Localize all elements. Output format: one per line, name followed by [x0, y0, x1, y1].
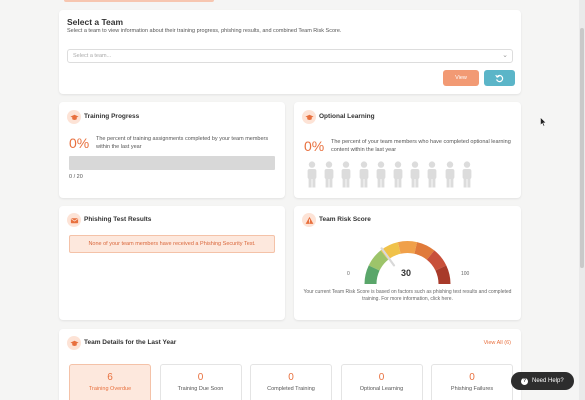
team-details-title: Team Details for the Last Year [84, 339, 177, 346]
team-stat-box[interactable]: 0 Optional Learning [340, 364, 423, 400]
gauge-segment [414, 242, 435, 260]
gauge-segment [364, 265, 380, 284]
team-stat-box[interactable]: 0 Phishing Failures [431, 364, 513, 400]
team-stat-value: 0 [197, 372, 204, 383]
person-icon [392, 161, 404, 188]
top-accent-strip [64, 0, 214, 2]
person-icon [444, 161, 456, 188]
graduation-cap-icon [67, 110, 81, 124]
view-button-label: View [455, 75, 467, 81]
person-icon [358, 161, 370, 188]
page-scrollbar[interactable] [579, 0, 585, 400]
team-stat-value: 0 [288, 372, 294, 383]
gauge-max-label: 100 [461, 271, 470, 277]
person-icon [461, 161, 473, 188]
team-stat-label: Completed Training [267, 386, 315, 392]
risk-gauge [364, 241, 451, 284]
gauge-needle [380, 247, 396, 267]
reset-button[interactable] [484, 70, 515, 86]
team-stats-row: 6 Training Overdue 0 Training Due Soon 0 Comp… [69, 364, 513, 400]
select-team-card: Select a Team Select a team to view info… [59, 10, 521, 94]
gauge-segment [435, 265, 451, 284]
team-stat-value: 0 [378, 372, 385, 383]
graduation-cap-icon [67, 336, 81, 350]
team-select-placeholder: Select a team... [73, 53, 112, 59]
person-icon [306, 161, 318, 188]
chevron-down-icon: ⌄ [502, 52, 508, 59]
training-progress-bar [69, 156, 275, 170]
envelope-icon [67, 213, 81, 227]
risk-score-value: 30 [401, 268, 412, 278]
person-icon [426, 161, 438, 188]
training-progress-card: Training Progress 0% The percent of trai… [59, 102, 285, 198]
team-select-dropdown[interactable]: Select a team... ⌄ [67, 49, 513, 63]
team-stat-box[interactable]: 0 Completed Training [250, 364, 332, 400]
team-stat-label: Training Overdue [88, 386, 132, 392]
team-stat-box[interactable]: 0 Training Due Soon [159, 364, 242, 400]
team-stat-box[interactable]: 6 Training Overdue [69, 364, 151, 400]
view-button[interactable]: View [443, 70, 479, 86]
phishing-alert-message: None of your team members have received … [88, 241, 256, 247]
phishing-results-title: Phishing Test Results [84, 216, 152, 223]
training-progress-title: Training Progress [84, 113, 140, 120]
team-stat-value: 0 [469, 372, 475, 383]
gauge-min-label: 0 [347, 271, 350, 277]
team-risk-title: Team Risk Score [319, 216, 371, 223]
help-icon: ? [521, 377, 528, 385]
training-progress-count: 0 / 20 [69, 174, 83, 180]
person-icon [323, 161, 335, 188]
warning-icon [302, 213, 316, 227]
phishing-results-card: Phishing Test Results None of your team … [59, 206, 285, 320]
mouse-cursor-icon [540, 117, 547, 127]
view-all-link[interactable]: View All (6) [483, 340, 511, 346]
team-risk-card: Team Risk Score 0 100 30 Your current Te… [294, 206, 521, 320]
select-team-title: Select a Team [67, 17, 124, 27]
phishing-alert: None of your team members have received … [69, 235, 275, 253]
optional-learning-description: The percent of your team members who hav… [331, 139, 511, 153]
person-icon [340, 161, 352, 188]
graduation-cap-icon [302, 110, 316, 124]
people-row [306, 161, 511, 189]
gauge-segment [397, 241, 418, 254]
training-progress-description: The percent of training assignments comp… [96, 136, 269, 150]
need-help-label: Need Help? [532, 378, 564, 384]
team-stat-label: Phishing Failures [450, 386, 494, 392]
need-help-button[interactable]: ? Need Help? [511, 372, 574, 390]
team-details-card: Team Details for the Last Year View All … [59, 329, 521, 400]
optional-learning-card: Optional Learning 0% The percent of your… [294, 102, 521, 198]
training-progress-percent: 0% [69, 135, 90, 151]
gauge-segment [368, 250, 389, 271]
gauge-segment [426, 250, 447, 271]
risk-description[interactable]: Your current Team Risk Score is based on… [303, 289, 512, 302]
reset-icon [495, 74, 504, 82]
select-team-description: Select a team to view information about … [67, 28, 342, 34]
optional-learning-percent: 0% [304, 138, 325, 154]
team-stat-label: Optional Learning [359, 386, 404, 392]
person-icon [409, 161, 421, 188]
scrollbar-thumb[interactable] [580, 28, 584, 268]
person-icon [375, 161, 387, 188]
team-stat-value: 6 [107, 372, 113, 383]
team-stat-label: Training Due Soon [177, 386, 224, 392]
optional-learning-title: Optional Learning [319, 113, 375, 120]
